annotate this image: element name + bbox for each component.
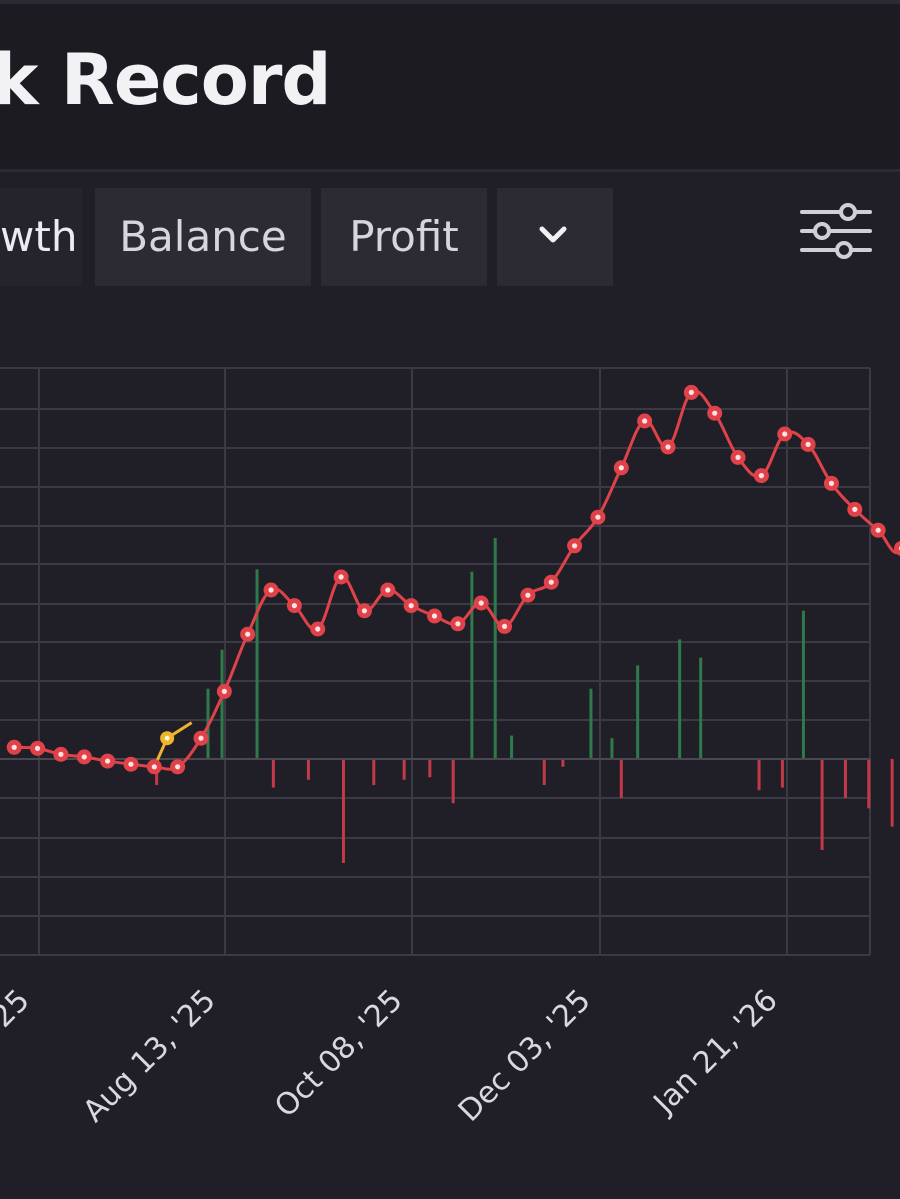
data-point-center: [198, 735, 204, 741]
data-point-center: [105, 758, 111, 764]
data-point-center: [618, 465, 624, 471]
data-point-center: [151, 764, 157, 770]
data-point-center: [875, 527, 881, 533]
data-point-center: [712, 410, 718, 416]
data-point-center: [408, 603, 414, 609]
data-point-center: [572, 543, 578, 549]
data-point-center: [828, 480, 835, 486]
data-point-center: [175, 764, 181, 770]
data-point-center: [735, 454, 741, 460]
data-point-center: [758, 473, 765, 479]
data-point-center: [58, 751, 64, 757]
data-point-center: [81, 754, 87, 760]
data-point-center: [361, 608, 368, 614]
data-point-center: [431, 613, 438, 619]
data-point-center: [782, 431, 788, 437]
data-point-center: [11, 744, 17, 750]
data-point-center: [291, 603, 297, 609]
x-tick-label: Oct 08, '25: [268, 983, 409, 1124]
top-rule: [0, 0, 900, 4]
x-tick-label: , '25: [0, 983, 37, 1054]
header-bar: k Record: [0, 0, 900, 172]
data-point-center: [642, 418, 648, 424]
x-tick-label: Aug 13, '25: [76, 983, 222, 1129]
data-point-center: [852, 506, 858, 512]
data-point-center: [315, 626, 321, 632]
sliders-icon[interactable]: [796, 196, 876, 268]
data-point-center: [595, 514, 601, 520]
data-point-center: [455, 621, 461, 627]
growth-line: [14, 389, 900, 771]
highlight-point-center: [164, 735, 170, 741]
data-point-center: [665, 444, 671, 450]
data-point-center: [688, 389, 694, 395]
growth-chart: , '25 Aug 13, '25 Oct 08, '25 Dec 03, '25 Ja…: [0, 367, 900, 1129]
x-tick-label: Dec 03, '25: [452, 983, 598, 1129]
chevron-down-icon: [539, 226, 567, 243]
tab-growth[interactable]: wth: [0, 188, 82, 286]
data-point: [894, 541, 900, 556]
data-point-center: [245, 631, 251, 637]
data-point-center: [128, 761, 134, 767]
data-point-center: [385, 587, 391, 593]
data-point-center: [548, 579, 554, 585]
data-point-center: [34, 745, 41, 751]
page-title: k Record: [0, 39, 332, 121]
tab-more-dropdown[interactable]: [497, 188, 613, 286]
data-point-center: [501, 623, 508, 629]
data-point-center: [805, 441, 811, 447]
x-tick-label: Jan 21, '26: [646, 983, 785, 1122]
tab-profit[interactable]: Profit: [321, 188, 487, 286]
data-point-center: [478, 600, 484, 606]
data-point-center: [221, 688, 227, 694]
data-point-center: [268, 587, 274, 593]
tab-balance[interactable]: Balance: [95, 188, 311, 286]
data-point-center: [525, 592, 531, 598]
data-point-center: [338, 574, 344, 580]
